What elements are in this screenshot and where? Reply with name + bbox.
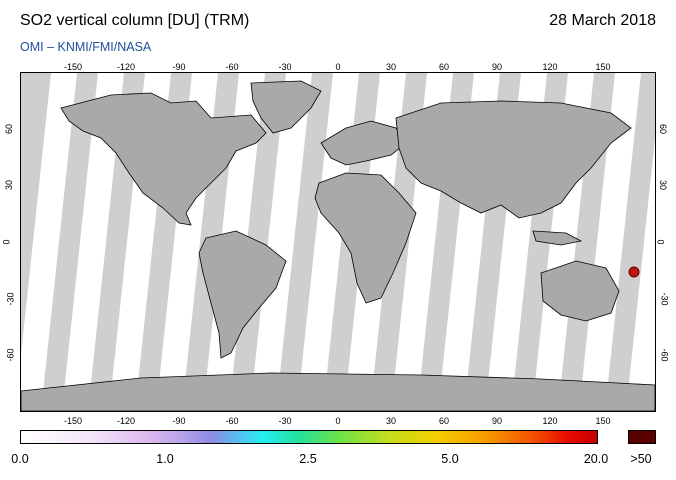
colorbar-over-label: >50 bbox=[630, 452, 652, 466]
lon-tick-top: -90 bbox=[172, 62, 186, 72]
colorbar-over-swatch bbox=[628, 430, 656, 444]
colorbar-label: 5.0 bbox=[441, 452, 459, 466]
date-label: 28 March 2018 bbox=[549, 12, 656, 29]
lon-tick-top: 0 bbox=[335, 62, 341, 72]
colorbar-label: 1.0 bbox=[156, 452, 174, 466]
lat-tick-left: -30 bbox=[5, 292, 16, 306]
lon-tick-top: 150 bbox=[595, 62, 611, 72]
lon-tick-top: 120 bbox=[542, 62, 558, 72]
lon-tick-top: -60 bbox=[225, 62, 239, 72]
lon-tick-top: 30 bbox=[385, 62, 397, 72]
lat-tick-right: -30 bbox=[659, 292, 670, 306]
north-america bbox=[60, 92, 267, 226]
lon-tick-bottom: 150 bbox=[595, 416, 611, 426]
lon-tick-bottom: 120 bbox=[542, 416, 558, 426]
lon-tick-bottom: 0 bbox=[335, 416, 341, 426]
indonesia bbox=[532, 230, 583, 246]
colorbar-label: 20.0 bbox=[583, 452, 609, 466]
lat-tick-left: 60 bbox=[4, 123, 15, 134]
lon-tick-bottom: 30 bbox=[385, 416, 397, 426]
lon-tick-top: 90 bbox=[491, 62, 503, 72]
antarctica bbox=[21, 372, 655, 411]
so2-hotspot-marker bbox=[628, 266, 640, 278]
chart-title: SO2 vertical column [DU] (TRM) bbox=[20, 12, 250, 29]
lat-tick-left: 0 bbox=[1, 239, 12, 245]
swath-strip bbox=[579, 73, 641, 411]
lat-tick-right: 30 bbox=[658, 180, 669, 191]
colorbar bbox=[20, 430, 598, 444]
lon-tick-top: -150 bbox=[63, 62, 83, 72]
map-canvas bbox=[21, 73, 655, 411]
lat-tick-left: -60 bbox=[5, 348, 16, 362]
lon-tick-bottom: 90 bbox=[491, 416, 503, 426]
land-masses bbox=[21, 80, 655, 411]
lon-tick-top: 60 bbox=[438, 62, 450, 72]
lat-tick-right: -60 bbox=[659, 348, 670, 362]
south-america bbox=[198, 230, 287, 359]
africa bbox=[314, 172, 417, 304]
world-map bbox=[20, 72, 656, 412]
lon-tick-bottom: 60 bbox=[438, 416, 450, 426]
lat-tick-left: 30 bbox=[4, 180, 15, 191]
lon-tick-bottom: -90 bbox=[172, 416, 186, 426]
lon-tick-bottom: -30 bbox=[278, 416, 292, 426]
colorbar-label: 0.0 bbox=[11, 452, 29, 466]
swath-strip bbox=[626, 138, 655, 411]
lat-tick-right: 60 bbox=[658, 123, 669, 134]
lon-tick-bottom: -150 bbox=[63, 416, 83, 426]
credit-label: OMI – KNMI/FMI/NASA bbox=[20, 40, 152, 54]
greenland bbox=[250, 80, 322, 134]
colorbar-label: 2.5 bbox=[299, 452, 317, 466]
europe bbox=[320, 120, 407, 166]
swath-strip bbox=[250, 73, 312, 411]
swath-strip bbox=[62, 73, 124, 411]
lon-tick-bottom: -120 bbox=[116, 416, 136, 426]
australia bbox=[540, 260, 620, 322]
lat-tick-right: 0 bbox=[655, 239, 666, 245]
asia bbox=[395, 100, 632, 219]
lon-tick-bottom: -60 bbox=[225, 416, 239, 426]
swath-strip bbox=[21, 73, 77, 411]
lon-tick-top: -30 bbox=[278, 62, 292, 72]
lon-tick-top: -120 bbox=[116, 62, 136, 72]
